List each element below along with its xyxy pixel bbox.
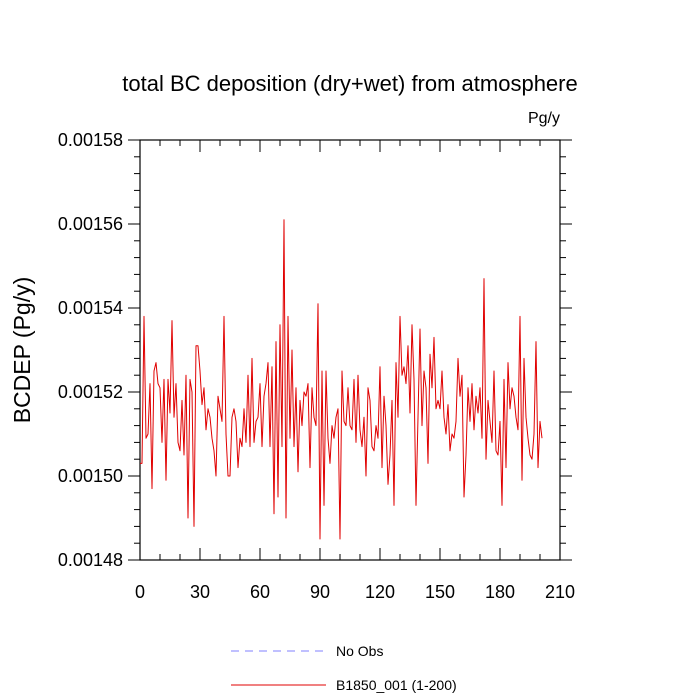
plot-frame (139, 139, 561, 561)
x-tick-label: 90 (310, 582, 330, 602)
y-tick-label: 0.00156 (58, 214, 123, 234)
legend: No Obs B1850_001 (1-200) (231, 643, 457, 693)
y-tick-label: 0.00152 (58, 382, 123, 402)
x-tick-label: 0 (135, 582, 145, 602)
x-tick-label: 120 (365, 582, 395, 602)
series-line-0 (140, 219, 543, 540)
series-layer (140, 219, 543, 540)
units-label: Pg/y (528, 110, 560, 127)
y-axis-label: BCDEP (Pg/y) (9, 277, 35, 424)
x-tick-label: 60 (250, 582, 270, 602)
y-tick-label: 0.00148 (58, 550, 123, 570)
x-tick-label: 150 (425, 582, 455, 602)
x-tick-label: 30 (190, 582, 210, 602)
y-tick-label: 0.00154 (58, 298, 123, 318)
y-tick-label: 0.00150 (58, 466, 123, 486)
y-tick-label: 0.00158 (58, 130, 123, 150)
legend-label-no-obs: No Obs (336, 643, 383, 659)
chart-title: total BC deposition (dry+wet) from atmos… (122, 71, 577, 96)
x-tick-label: 210 (545, 582, 575, 602)
legend-label-b1850: B1850_001 (1-200) (336, 677, 457, 693)
plot-area: 0 30 60 90 120 150 180 210 0.00148 0.00150 0.00152… (58, 130, 575, 602)
x-tick-label: 180 (485, 582, 515, 602)
tick-labels: 0 30 60 90 120 150 180 210 0.00148 0.00150 0.00152… (58, 130, 575, 602)
axis-ticks (128, 139, 572, 561)
